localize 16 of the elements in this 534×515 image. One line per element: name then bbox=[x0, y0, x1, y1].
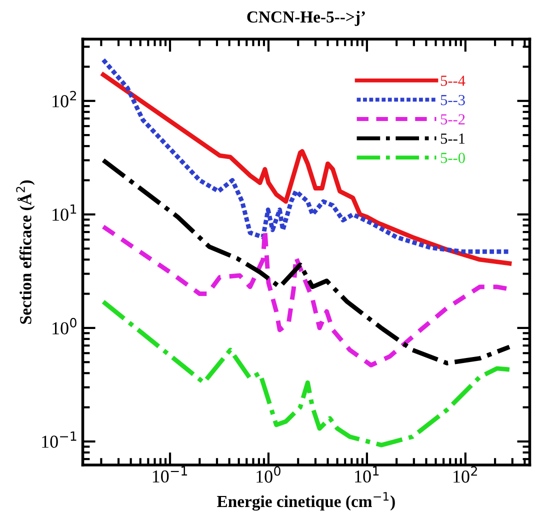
chart-title: CNCN-He-5-->j’ bbox=[247, 10, 365, 26]
text: 5--4 bbox=[440, 76, 466, 86]
text: 5--3 bbox=[440, 94, 465, 106]
x-tick-label: 10$^{0}$ bbox=[256, 466, 280, 483]
x-axis-title: Energie cinetique (cm$^{−1}$) bbox=[217, 492, 395, 511]
y-axis-title: Section efficace (Å$^{2}$) bbox=[16, 180, 35, 324]
text: 5--2 bbox=[440, 114, 465, 124]
x-tick-label: 10$^{1}$ bbox=[355, 466, 379, 483]
x-tick-label: 10$^{−1}$ bbox=[152, 466, 188, 483]
y-tick-label: 10$^{−1}$ bbox=[42, 432, 76, 448]
y-tick-label: 10$^{1}$ bbox=[52, 204, 76, 221]
text: 5--0 bbox=[440, 152, 465, 164]
y-tick-label: 10$^{0}$ bbox=[52, 318, 76, 334]
y-tick-label: 10$^{2}$ bbox=[52, 90, 76, 108]
x-tick-label: 10$^{2}$ bbox=[454, 466, 477, 483]
text: 5--1 bbox=[440, 134, 465, 144]
